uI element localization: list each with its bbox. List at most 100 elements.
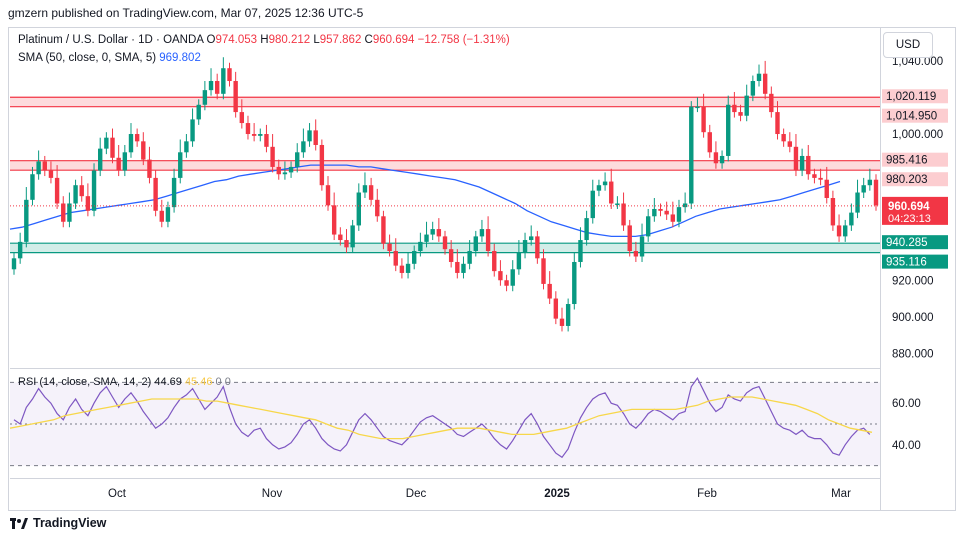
price-tick-label: 1,000.000 xyxy=(892,129,943,141)
candle-body xyxy=(473,236,478,252)
candle-body xyxy=(338,234,343,241)
candle-body xyxy=(504,280,509,286)
rsi-sma-line xyxy=(9,396,873,440)
time-tick-label: Dec xyxy=(406,488,427,500)
candle-body xyxy=(387,243,392,252)
candle-body xyxy=(781,134,786,142)
rsi-tick-label: 60.00 xyxy=(892,398,921,410)
time-tick-label: Nov xyxy=(262,488,283,500)
candle-body xyxy=(418,241,423,252)
currency-button[interactable]: USD xyxy=(883,32,933,58)
candle-body xyxy=(867,179,873,186)
candle-body xyxy=(621,203,626,226)
candle-body xyxy=(824,179,829,198)
sma-legend[interactable]: SMA (50, close, 0, SMA, 5) 969.802 xyxy=(18,52,201,64)
candle-body xyxy=(190,119,195,142)
candle-body xyxy=(264,134,269,147)
close-value: 960.694 xyxy=(372,34,415,46)
candle-body xyxy=(276,166,281,175)
zone-price-tag xyxy=(882,89,948,104)
zone-price-label: 940.285 xyxy=(886,237,928,249)
candle-body xyxy=(689,106,694,204)
candle-body xyxy=(258,134,263,136)
candle-body xyxy=(24,199,29,242)
candle-body xyxy=(627,225,632,252)
candle-body xyxy=(461,263,466,273)
high-label: H xyxy=(260,34,269,46)
candle-body xyxy=(288,166,294,173)
candle-body xyxy=(122,152,128,171)
change-value: −12.758 (−1.31%) xyxy=(417,34,510,46)
candle-body xyxy=(313,130,318,145)
candle-body xyxy=(787,141,792,147)
candle-body xyxy=(559,318,565,326)
candle-body xyxy=(602,181,608,186)
candle-body xyxy=(11,258,17,270)
candle-body xyxy=(467,251,472,264)
candle-body xyxy=(744,95,749,116)
last-price-label: 960.694 xyxy=(888,201,930,213)
open-label: O xyxy=(206,34,216,46)
price-tick-label: 920.000 xyxy=(892,275,934,287)
candle-body xyxy=(134,134,140,142)
candle-body xyxy=(128,134,134,153)
candle-body xyxy=(375,199,380,217)
candle-body xyxy=(572,261,577,305)
rsi-extra-1: 0 xyxy=(215,376,222,388)
rsi-legend[interactable]: RSI (14, close, SMA, 14, 2) 44.69 45.46 … xyxy=(18,376,231,388)
candle-body xyxy=(535,236,540,259)
candle-body xyxy=(245,123,251,135)
low-label: L xyxy=(313,34,320,46)
candle-body xyxy=(48,170,54,178)
candle-body xyxy=(492,251,497,272)
candle-body xyxy=(547,283,552,299)
zone-price-label: 985.416 xyxy=(886,155,928,167)
candle-body xyxy=(436,229,442,237)
candle-body xyxy=(448,249,454,262)
time-tick-label: 2025 xyxy=(544,488,570,500)
high-value: 980.212 xyxy=(268,34,311,46)
candle-body xyxy=(498,271,503,281)
rsi-tick-label: 40.00 xyxy=(892,440,921,452)
candle-body xyxy=(775,112,780,135)
candle-body xyxy=(239,112,245,124)
candle-body xyxy=(178,152,183,178)
candle-body xyxy=(344,240,349,248)
candle-body xyxy=(30,174,35,200)
candle-body xyxy=(652,208,657,217)
candle-body xyxy=(73,185,78,204)
candle-body xyxy=(695,106,700,109)
candle-body xyxy=(529,236,534,241)
candle-body xyxy=(793,146,799,171)
candle-body xyxy=(368,185,374,200)
candle-body xyxy=(17,241,23,259)
candle-body xyxy=(184,141,189,153)
candle-body xyxy=(325,185,331,206)
candle-body xyxy=(455,261,460,273)
tradingview-logo[interactable]: TradingView xyxy=(10,516,106,530)
candle-body xyxy=(282,172,288,175)
open-value: 974.053 xyxy=(215,34,258,46)
time-tick-label: Feb xyxy=(697,488,717,500)
candle-body xyxy=(485,229,491,252)
candle-body xyxy=(424,234,429,242)
candle-body xyxy=(399,265,405,273)
candle-body xyxy=(319,144,325,186)
time-tick-label: Oct xyxy=(108,488,127,500)
candle-body xyxy=(412,251,417,264)
candle-body xyxy=(233,81,238,113)
zone-price-label: 1,014.950 xyxy=(886,111,937,123)
candle-body xyxy=(356,192,361,226)
candle-body xyxy=(756,73,762,82)
candle-body xyxy=(670,214,676,222)
candle-body xyxy=(713,152,719,164)
tradingview-logo-icon xyxy=(10,517,28,529)
zone-band xyxy=(10,160,880,171)
candle-body xyxy=(590,190,595,219)
candle-body xyxy=(295,152,300,167)
zone-price-label: 1,020.119 xyxy=(886,91,936,103)
zone-price-tag xyxy=(882,152,948,167)
zone-price-label: 935.116 xyxy=(886,257,927,269)
zone-band xyxy=(10,97,880,107)
